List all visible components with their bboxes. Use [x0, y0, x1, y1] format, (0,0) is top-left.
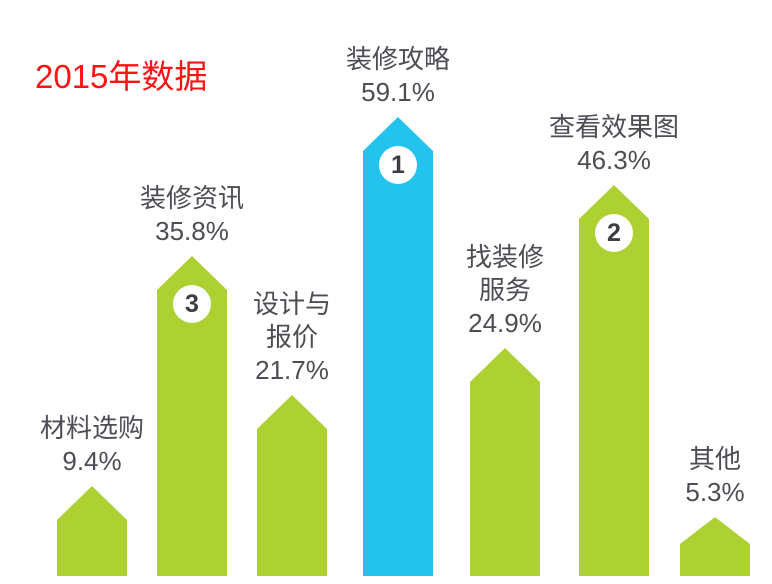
bar-label: 装修资讯 35.8%	[110, 182, 274, 248]
bar-label: 设计与 报价 21.7%	[210, 288, 374, 387]
category-label: 装修资讯	[139, 183, 244, 213]
category-label: 其他	[688, 444, 741, 474]
bar-label: 材料选购 9.4%	[10, 412, 174, 478]
value-label: 24.9%	[468, 308, 542, 338]
arrow-bar	[579, 185, 649, 576]
value-label: 5.3%	[685, 477, 745, 507]
bar-label: 找装修 服务 24.9%	[423, 241, 587, 340]
value-label: 46.3%	[577, 145, 651, 175]
category-label: 查看效果图	[548, 112, 679, 142]
rank-badge: 2	[595, 214, 633, 252]
category-label: 设计与	[252, 289, 331, 319]
arrow-bar	[157, 256, 227, 576]
category-label: 装修攻略	[345, 44, 450, 74]
bar-label: 其他 5.3%	[633, 443, 772, 509]
arrow-bar	[470, 348, 540, 576]
value-label: 35.8%	[155, 216, 229, 246]
category-label: 服务	[478, 275, 531, 305]
value-label: 21.7%	[255, 355, 329, 385]
chart-title: 2015年数据	[35, 58, 208, 95]
arrow-bar	[57, 486, 127, 576]
category-label: 材料选购	[39, 413, 144, 443]
value-label: 59.1%	[361, 77, 435, 107]
rank-badge: 3	[173, 285, 211, 323]
bar-label: 查看效果图 46.3%	[532, 111, 696, 177]
category-label: 报价	[265, 322, 318, 352]
value-label: 9.4%	[62, 446, 122, 476]
bar-label: 装修攻略 59.1%	[316, 43, 480, 109]
arrow-bar	[680, 517, 750, 576]
arrow-bar	[363, 117, 433, 576]
rank-badge: 1	[379, 146, 417, 184]
category-label: 找装修	[465, 242, 544, 272]
arrow-bar	[257, 395, 327, 576]
